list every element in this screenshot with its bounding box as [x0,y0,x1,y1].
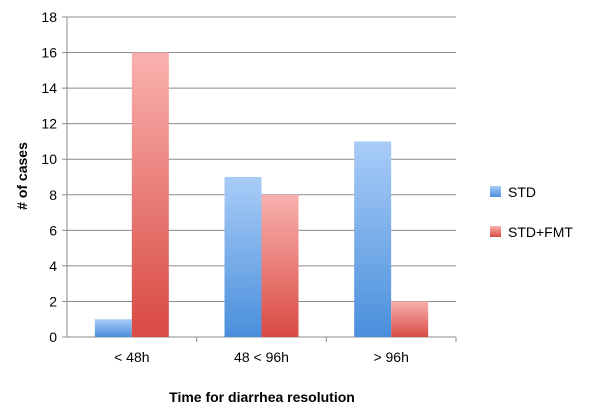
x-axis-title: Time for diarrhea resolution [169,389,355,405]
y-tick-label: 14 [41,80,57,96]
bar-std-fmt-2 [391,301,429,337]
y-tick-label: 4 [49,258,57,274]
bar-std-1 [224,177,262,337]
legend-item: STD [490,184,536,200]
x-tick-labels: < 48h 48 < 96h > 96h [114,349,409,365]
y-axis-title: # of cases [14,142,30,210]
bar-std-fmt-1 [261,194,299,337]
y-tick-label: 16 [41,45,57,61]
legend: STD STD+FMT [490,184,573,240]
y-tick-label: 0 [49,329,57,345]
legend-label: STD [508,184,536,200]
bar-std-0 [94,319,132,337]
bars [94,52,429,338]
legend-swatch [490,186,501,197]
y-tick-label: 18 [41,9,57,25]
legend-swatch [490,226,501,237]
x-tick-label: > 96h [373,349,408,365]
y-tick-label: 12 [41,116,57,132]
bar-std-fmt-0 [131,52,169,338]
bar-std-2 [354,141,392,337]
y-tick-label: 8 [49,187,57,203]
y-tick-label: 6 [49,222,57,238]
y-tick-label: 10 [41,151,57,167]
y-tick-label: 2 [49,293,57,309]
y-tick-labels: 0 2 4 6 8 10 12 14 16 18 [41,9,57,345]
legend-label: STD+FMT [508,224,573,240]
x-tick-label: < 48h [114,349,149,365]
x-tick-label: 48 < 96h [234,349,289,365]
legend-item: STD+FMT [490,224,573,240]
